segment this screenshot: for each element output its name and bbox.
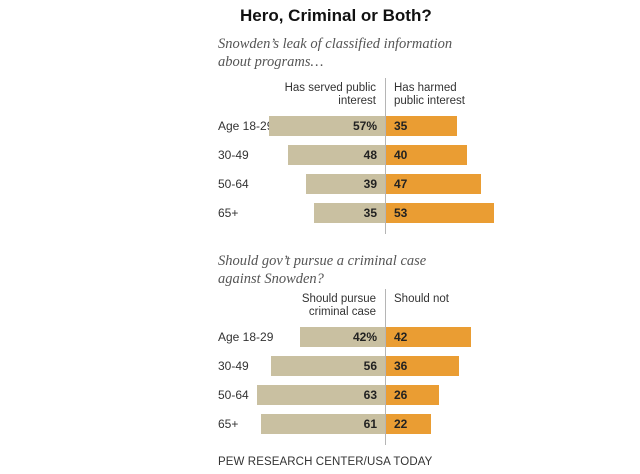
bar-right bbox=[386, 356, 460, 376]
chart-title: Hero, Criminal or Both? bbox=[240, 6, 432, 25]
row-label: 30-49 bbox=[218, 359, 249, 373]
bar-right bbox=[386, 116, 458, 136]
row-label: Age 18-29 bbox=[218, 330, 274, 344]
row-label: 65+ bbox=[218, 206, 239, 220]
chart-2-left-header: Should pursue criminal case bbox=[301, 293, 376, 318]
bar-left bbox=[313, 203, 385, 223]
bar-left-value: 48 bbox=[363, 148, 377, 162]
bar-right-value: 26 bbox=[394, 388, 408, 402]
chart-1-question: Snowden’s leak of classified information… bbox=[218, 36, 453, 70]
row-label: 50-64 bbox=[218, 388, 249, 402]
chart-1-left-header: Has served public interest bbox=[284, 82, 376, 107]
bar-left bbox=[305, 174, 385, 194]
bar-right bbox=[386, 174, 482, 194]
bar-right-value: 53 bbox=[394, 206, 408, 220]
bar-right-value: 40 bbox=[394, 148, 408, 162]
bar-left-value: 63 bbox=[363, 388, 377, 402]
chart-1-right-header: Has harmed public interest bbox=[394, 82, 465, 107]
bar-right bbox=[386, 327, 472, 347]
bar-left bbox=[271, 356, 385, 376]
bar-left-value: 56 bbox=[363, 359, 377, 373]
bar-left bbox=[269, 116, 385, 136]
chart-2-question: Should gov’t pursue a criminal case agai… bbox=[218, 253, 427, 287]
source-note: PEW RESEARCH CENTER/USA TODAY bbox=[218, 456, 433, 468]
bar-right-value: 36 bbox=[394, 359, 408, 373]
center-divider bbox=[385, 289, 386, 445]
row-label: Age 18-29 bbox=[218, 119, 274, 133]
bar-left bbox=[299, 327, 385, 347]
bar-right bbox=[386, 145, 468, 165]
bar-right bbox=[386, 414, 431, 434]
row-label: 30-49 bbox=[218, 148, 249, 162]
chart-2-right-header: Should not bbox=[394, 293, 449, 305]
bar-left bbox=[261, 414, 385, 434]
bar-right-value: 47 bbox=[394, 177, 408, 191]
row-label: 50-64 bbox=[218, 177, 249, 191]
bar-left-value: 61 bbox=[363, 417, 377, 431]
bar-left bbox=[257, 385, 385, 405]
bar-right-value: 22 bbox=[394, 417, 408, 431]
bar-left bbox=[287, 145, 385, 165]
row-label: 65+ bbox=[218, 417, 239, 431]
bar-left-value: 57% bbox=[352, 119, 377, 133]
bar-left-value: 35 bbox=[363, 206, 377, 220]
bar-right bbox=[386, 203, 494, 223]
bar-right bbox=[386, 385, 439, 405]
bar-left-value: 39 bbox=[363, 177, 377, 191]
center-divider bbox=[385, 78, 386, 234]
bar-right-value: 42 bbox=[394, 330, 408, 344]
bar-left-value: 42% bbox=[352, 330, 377, 344]
bar-right-value: 35 bbox=[394, 119, 408, 133]
